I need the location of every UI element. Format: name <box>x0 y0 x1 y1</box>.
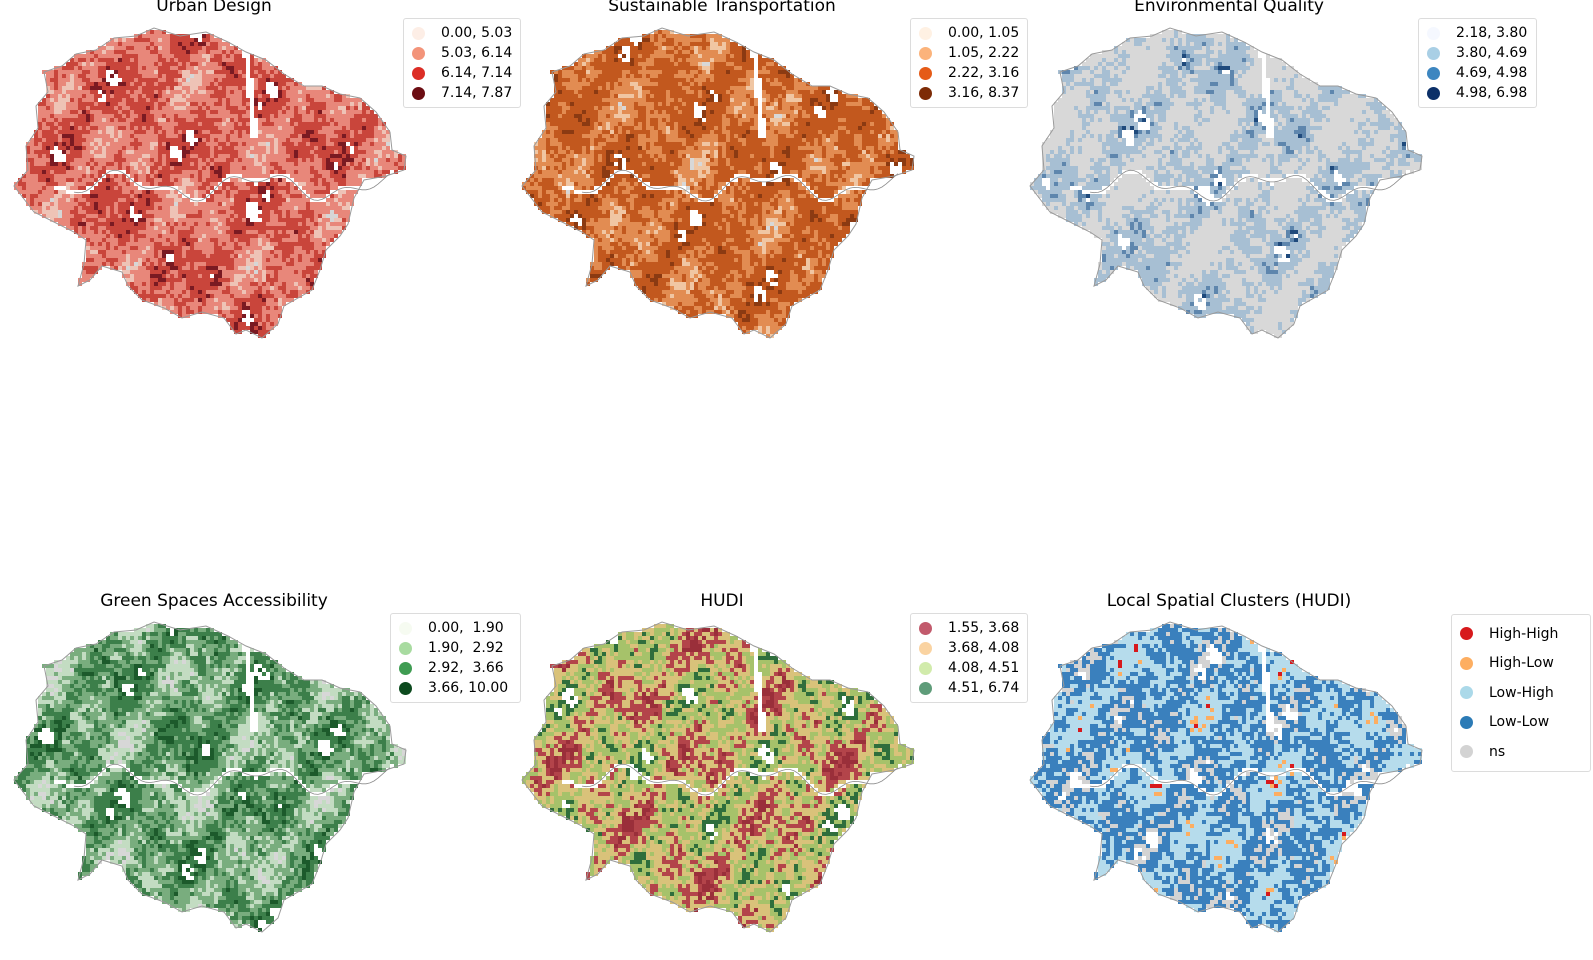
legend-item: High-Low <box>1460 649 1584 679</box>
map-title: HUDI <box>700 591 743 611</box>
legend-swatch <box>919 46 932 60</box>
legend-label: 2.92, 3.66 <box>428 660 504 676</box>
legend-swatch <box>919 621 932 635</box>
legend-label: Low-High <box>1489 685 1554 701</box>
legend-swatch <box>1460 686 1473 700</box>
map-title: Environmental Quality <box>1134 0 1324 16</box>
legend-label: 7.14, 7.87 <box>441 85 512 101</box>
legend-item: 1.05, 2.22 <box>919 43 1021 63</box>
legend-item: 4.08, 4.51 <box>919 658 1021 678</box>
legend-label: ns <box>1489 744 1505 760</box>
choropleth-map <box>1029 621 1423 933</box>
legend-label: 0.00, 1.90 <box>428 620 504 636</box>
legend-swatch <box>1460 715 1473 729</box>
choropleth-map <box>521 27 915 339</box>
legend-label: 1.90, 2.92 <box>428 640 504 656</box>
legend-label: 3.66, 10.00 <box>428 680 508 696</box>
legend-item: 4.69, 4.98 <box>1427 63 1530 83</box>
legend-swatch <box>1427 46 1440 60</box>
legend-item: 5.03, 6.14 <box>412 43 514 63</box>
map-title: Sustainable Transportation <box>608 0 836 16</box>
legend-swatch <box>919 26 932 40</box>
legend-label: 4.51, 6.74 <box>948 680 1019 696</box>
legend-swatch <box>412 66 425 80</box>
legend-item: 3.68, 4.08 <box>919 638 1021 658</box>
legend-label: 0.00, 5.03 <box>441 25 512 41</box>
legend-item: 2.92, 3.66 <box>399 658 514 678</box>
legend-label: 6.14, 7.14 <box>441 65 512 81</box>
legend-swatch <box>919 86 932 100</box>
legend-item: Low-High <box>1460 678 1584 708</box>
legend-item: 3.80, 4.69 <box>1427 43 1530 63</box>
legend-item: 3.16, 8.37 <box>919 83 1021 103</box>
legend-item: 2.22, 3.16 <box>919 63 1021 83</box>
map-title: Local Spatial Clusters (HUDI) <box>1107 591 1352 611</box>
legend-label: 3.80, 4.69 <box>1456 45 1527 61</box>
legend-swatch <box>399 621 412 635</box>
legend-swatch <box>412 46 425 60</box>
legend-label: High-Low <box>1489 655 1554 671</box>
legend-label: 5.03, 6.14 <box>441 45 512 61</box>
legend-item: 2.18, 3.80 <box>1427 23 1530 43</box>
legend-item: 1.55, 3.68 <box>919 618 1021 638</box>
legend-swatch <box>919 681 932 695</box>
legend-item: 3.66, 10.00 <box>399 678 514 698</box>
legend-swatch <box>919 661 932 675</box>
legend-item: 0.00, 1.90 <box>399 618 514 638</box>
legend-label: 3.16, 8.37 <box>948 85 1019 101</box>
legend-label: 2.18, 3.80 <box>1456 25 1527 41</box>
legend-label: 1.55, 3.68 <box>948 620 1019 636</box>
legend-swatch <box>399 661 412 675</box>
legend-item: ns <box>1460 737 1584 767</box>
legend-label: 3.68, 4.08 <box>948 640 1019 656</box>
legend-label: 4.08, 4.51 <box>948 660 1019 676</box>
legend-item: High-High <box>1460 619 1584 649</box>
legend-swatch <box>399 681 412 695</box>
legend-swatch <box>1427 66 1440 80</box>
legend-item: 0.00, 1.05 <box>919 23 1021 43</box>
legend-item: 0.00, 5.03 <box>412 23 514 43</box>
map-title: Green Spaces Accessibility <box>100 591 328 611</box>
legend-label: High-High <box>1489 626 1558 642</box>
map-legend: 1.55, 3.68 3.68, 4.08 4.08, 4.51 4.51, 6.74 <box>910 613 1028 703</box>
choropleth-map <box>13 27 407 339</box>
map-legend: High-High High-Low Low-High Low-Low ns <box>1451 614 1591 772</box>
legend-swatch <box>1427 26 1440 40</box>
legend-item: 4.98, 6.98 <box>1427 83 1530 103</box>
choropleth-map <box>1029 27 1423 339</box>
map-title: Urban Design <box>156 0 272 16</box>
legend-swatch <box>919 66 932 80</box>
legend-item: 1.90, 2.92 <box>399 638 514 658</box>
legend-swatch <box>1460 745 1473 759</box>
legend-swatch <box>919 641 932 655</box>
legend-swatch <box>412 86 425 100</box>
legend-item: 4.51, 6.74 <box>919 678 1021 698</box>
legend-swatch <box>399 641 412 655</box>
legend-swatch <box>1460 627 1473 641</box>
map-legend: 0.00, 5.03 5.03, 6.14 6.14, 7.14 7.14, 7.87 <box>403 18 521 108</box>
legend-label: Low-Low <box>1489 714 1549 730</box>
legend-label: 4.69, 4.98 <box>1456 65 1527 81</box>
legend-item: 6.14, 7.14 <box>412 63 514 83</box>
legend-label: 2.22, 3.16 <box>948 65 1019 81</box>
map-legend: 0.00, 1.05 1.05, 2.22 2.22, 3.16 3.16, 8.37 <box>910 18 1028 108</box>
legend-label: 0.00, 1.05 <box>948 25 1019 41</box>
legend-swatch <box>412 26 425 40</box>
choropleth-map <box>13 621 407 933</box>
legend-item: Low-Low <box>1460 708 1584 738</box>
map-legend: 0.00, 1.90 1.90, 2.92 2.92, 3.66 3.66, 10.0… <box>390 613 521 703</box>
legend-swatch <box>1460 656 1473 670</box>
legend-label: 4.98, 6.98 <box>1456 85 1527 101</box>
map-legend: 2.18, 3.80 3.80, 4.69 4.69, 4.98 4.98, 6.98 <box>1418 18 1537 108</box>
legend-item: 7.14, 7.87 <box>412 83 514 103</box>
choropleth-map <box>521 621 915 933</box>
legend-label: 1.05, 2.22 <box>948 45 1019 61</box>
legend-swatch <box>1427 86 1440 100</box>
